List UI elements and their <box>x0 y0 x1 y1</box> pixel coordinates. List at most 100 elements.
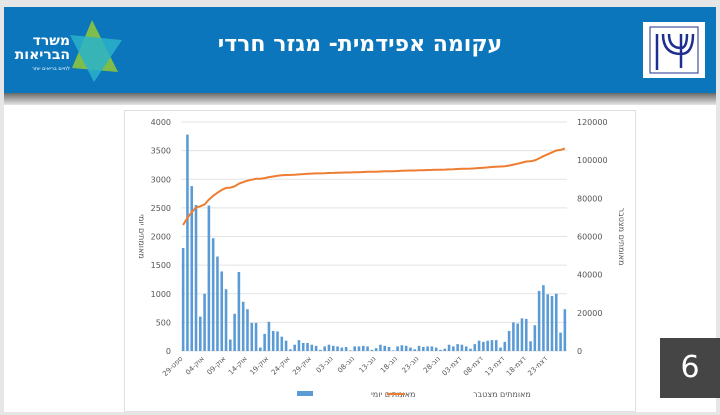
daily-bar <box>443 348 447 351</box>
daily-bar <box>181 247 185 351</box>
daily-bar <box>563 309 567 351</box>
daily-bar <box>331 345 335 351</box>
daily-bar <box>336 346 339 351</box>
daily-bar <box>254 322 258 351</box>
legend-bar-swatch <box>297 391 313 396</box>
daily-bar <box>507 330 511 351</box>
menorah-emblem-icon <box>649 26 699 74</box>
page-number: 6 <box>660 338 720 398</box>
daily-bar <box>340 347 344 351</box>
logo-subtext: לחיים בריאים יותר <box>31 66 70 72</box>
x-tick-label: 14-אוק <box>227 355 249 377</box>
daily-bar <box>276 331 279 351</box>
y-left-tick-label: 2500 <box>151 204 171 213</box>
emblem-logo <box>643 22 705 78</box>
daily-bar <box>297 340 301 351</box>
daily-bar <box>409 347 412 351</box>
x-tick-label: 28-נוב <box>422 355 442 375</box>
daily-bar <box>469 348 472 351</box>
daily-bar <box>413 349 417 351</box>
daily-bar <box>250 322 254 351</box>
daily-bar <box>349 350 352 351</box>
y-left-axis-label: מאומתים יומי <box>137 214 146 258</box>
daily-bar <box>452 346 455 351</box>
x-tick-label: 23-דצמ <box>526 355 549 378</box>
star-logo-icon <box>70 20 122 82</box>
y-left-tick-label: 500 <box>156 318 171 327</box>
x-tick-label: 09-אוק <box>206 355 228 377</box>
y-right-tick-label: 100000 <box>577 156 608 165</box>
daily-bar <box>370 349 374 351</box>
daily-bar <box>512 322 515 351</box>
daily-bar <box>434 347 438 351</box>
x-tick-label: 23-נוב <box>401 355 421 375</box>
daily-bar <box>447 344 451 351</box>
x-tick-label: 29-אוק <box>291 355 313 377</box>
daily-bar <box>486 340 489 351</box>
daily-bar <box>494 340 498 351</box>
daily-bar <box>533 325 537 351</box>
daily-bar <box>396 346 399 351</box>
daily-bar <box>289 349 292 351</box>
daily-bar <box>361 345 365 351</box>
x-tick-label: 18-נוב <box>379 355 399 375</box>
daily-bar <box>439 349 442 351</box>
slide-header <box>4 7 716 93</box>
daily-bar <box>417 345 421 351</box>
daily-bar <box>199 316 202 351</box>
x-tick-label: 04-אוק <box>184 355 206 377</box>
daily-bar <box>554 293 558 351</box>
y-left-tick-label: 3000 <box>151 175 171 184</box>
daily-bar <box>323 346 326 351</box>
daily-bar <box>211 238 215 351</box>
daily-bar <box>280 336 284 351</box>
daily-bar <box>237 271 241 351</box>
daily-bar <box>314 345 318 351</box>
daily-bar <box>520 318 524 351</box>
header-shadow <box>4 93 716 105</box>
daily-bar <box>203 293 206 351</box>
daily-bar <box>400 345 404 351</box>
y-right-axis-label: מאומתים מצטבר <box>617 208 626 266</box>
y-left-tick-label: 4000 <box>151 118 171 127</box>
daily-bar <box>503 341 507 351</box>
daily-bar <box>301 342 305 351</box>
daily-bar <box>473 344 477 351</box>
y-right-tick-label: 40000 <box>577 271 602 280</box>
daily-bar <box>216 256 219 351</box>
daily-bar <box>550 296 554 351</box>
y-right-tick-label: 0 <box>577 347 582 356</box>
daily-bar <box>233 313 236 351</box>
daily-bar <box>482 341 485 351</box>
daily-bar <box>327 344 331 351</box>
y-left-tick-label: 0 <box>166 347 171 356</box>
daily-bar <box>374 348 378 351</box>
daily-bar <box>387 346 391 351</box>
daily-bar <box>542 285 545 351</box>
daily-bar <box>477 340 481 351</box>
x-tick-label: 08-דצמ <box>462 355 485 378</box>
daily-bar <box>404 345 408 351</box>
y-left-tick-label: 1500 <box>151 261 171 270</box>
daily-bar <box>246 309 249 351</box>
daily-bar <box>460 344 464 351</box>
y-right-tick-label: 120000 <box>577 118 608 127</box>
x-tick-label: 03-דצמ <box>441 355 464 378</box>
x-tick-label: 13-נוב <box>358 355 378 375</box>
daily-bar <box>546 294 549 351</box>
x-tick-label: 03-נוב <box>315 355 335 375</box>
daily-bar <box>319 349 322 351</box>
daily-bar <box>499 347 502 351</box>
y-left-tick-label: 2000 <box>151 233 171 242</box>
daily-bar <box>306 342 309 351</box>
daily-bar <box>241 301 245 351</box>
y-left-tick-label: 1000 <box>151 290 171 299</box>
daily-bar <box>529 341 532 351</box>
daily-bar <box>224 289 228 351</box>
daily-bar <box>207 205 211 351</box>
daily-bar <box>293 344 296 351</box>
daily-bar <box>344 346 348 351</box>
daily-bar <box>490 340 494 351</box>
daily-bar <box>229 339 232 351</box>
chart-panel: 0 500 1000 1500 2000 2500 3000 3500 4000 0 20000 40… <box>124 110 636 412</box>
